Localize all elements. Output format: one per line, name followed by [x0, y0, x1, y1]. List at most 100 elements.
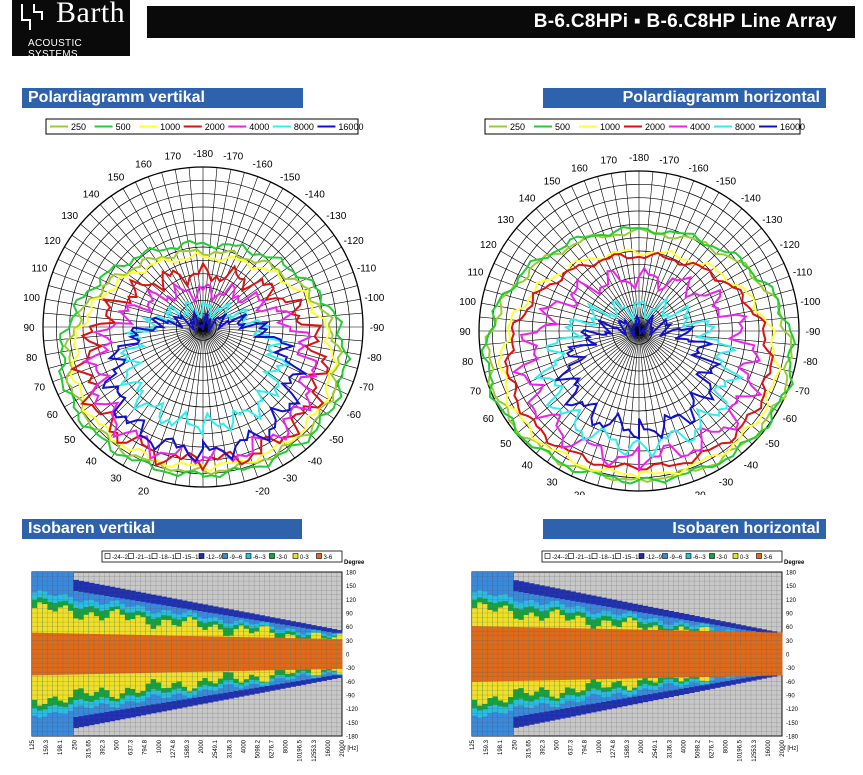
- isobar-horizontal-xtick-label: 500: [555, 739, 561, 750]
- polar-vertical-angle-label: -100: [364, 293, 384, 304]
- polar-vertical-angle-label: 170: [164, 152, 181, 163]
- polar-vertical-angle-label: -140: [305, 190, 325, 201]
- isobar-horizontal-xtick-label: 159.3: [484, 739, 490, 755]
- polar-horizontal-angle-label: -50: [765, 439, 780, 450]
- isobar-horizontal-ytick-label: -120: [786, 707, 799, 713]
- isobar-horizontal-legend-box: [541, 550, 783, 563]
- polar-horizontal-angle-label: -150: [716, 176, 736, 187]
- polar-horizontal-angle-label: -30: [719, 478, 734, 489]
- polar-vertical-angle-label: 80: [26, 353, 38, 364]
- isobar-vertical-legend-label: -15--12: [183, 555, 203, 561]
- polar-horizontal-spoke: [638, 263, 785, 332]
- isobar-horizontal-legend-swatch: [638, 553, 645, 559]
- isobar-vertical-xtick-label: 392.3: [100, 739, 106, 755]
- isobar-vertical-legend-swatch: [151, 553, 158, 559]
- isobar-horizontal-ytick-label: -180: [786, 735, 799, 741]
- polar-vertical-angle-label: -120: [344, 236, 364, 247]
- isobar-vertical-legend: -24--21 -21--18 -18--15 -15--12 -12--9 -9--6 -…: [101, 550, 343, 563]
- polar-horizontal-spoke: [638, 330, 794, 373]
- polar-vertical-spoke: [202, 172, 245, 328]
- isobar-horizontal-legend-swatch: [756, 553, 762, 559]
- polar-vertical-angle-label: 100: [23, 293, 40, 304]
- polar-vertical-spoke: [202, 326, 335, 420]
- polar-horizontal-angle-label: -140: [741, 194, 761, 205]
- isobar-vertical-xtick-label: 6276.7: [270, 739, 276, 758]
- polar-vertical-spoke: [202, 326, 307, 450]
- isobar-horizontal-xtick-label: 794.8: [583, 739, 589, 755]
- isobar-horizontal-ytick-label: -150: [786, 721, 799, 727]
- polar-horizontal-spoke: [638, 330, 695, 482]
- isobar-horizontal-grid: [471, 571, 783, 737]
- polar-vertical-spoke: [80, 223, 204, 328]
- isobar-horizontal-legend-label: -6--3: [693, 555, 706, 561]
- polar-vertical-spoke: [45, 298, 204, 328]
- polar-horizontal-legend-label: 500: [555, 122, 570, 132]
- isobar-vertical-xtick-label: 250: [72, 739, 78, 750]
- polar-horizontal-spoke: [638, 185, 707, 332]
- isobar-horizontal-xtick-label: 198.1: [498, 739, 504, 755]
- polar-horizontal-legend: 250 500 1000 2000 4000 8000 16000: [484, 118, 805, 135]
- isobar-horizontal-xtick-label: 637.3: [569, 739, 575, 755]
- isobar-horizontal-xtick-label: 1000: [597, 739, 603, 753]
- isobar-vertical-xtick-label: 159.3: [44, 739, 50, 755]
- section-polar-vertical: Polardiagramm vertikal: [22, 88, 303, 108]
- isobar-horizontal-chart: -24--21 -21--18 -18--15 -15--12 -12--9 -9--6 -…: [470, 550, 805, 762]
- polar-vertical-spoke: [202, 326, 358, 369]
- polar-horizontal-spoke: [638, 217, 753, 332]
- polar-horizontal-curve-2000: [503, 251, 774, 472]
- polar-horizontal-angle-label: 80: [462, 357, 474, 368]
- polar-vertical-curve-16000: [101, 308, 309, 463]
- polar-vertical-spoke: [202, 271, 354, 328]
- isobar-vertical-xtick-label: 12553.3: [312, 739, 318, 761]
- polar-vertical-spoke: [202, 326, 284, 466]
- isobar-horizontal-legend-swatch: [662, 553, 668, 559]
- polar-horizontal-spoke: [479, 316, 640, 332]
- polar-horizontal-spoke: [638, 330, 778, 412]
- polar-vertical-legend-box: [45, 118, 359, 135]
- isobar-horizontal-ytick-label: 30: [786, 639, 793, 645]
- polar-vertical-spoke: [202, 326, 326, 431]
- isobar-horizontal-legend-swatch: [544, 553, 551, 559]
- polar-vertical-legend-label: 4000: [249, 122, 269, 132]
- polar-horizontal-spoke: [638, 180, 695, 332]
- polar-horizontal-spoke: [525, 217, 640, 332]
- polar-vertical-spoke: [135, 181, 204, 328]
- polar-vertical-angle-label: 90: [23, 323, 35, 334]
- isobar-horizontal-xtick-label: 3136.3: [667, 739, 673, 758]
- isobar-vertical-legend-swatch: [104, 553, 111, 559]
- polar-horizontal-spoke: [500, 330, 640, 412]
- polar-horizontal-legend-label: 16000: [780, 122, 805, 132]
- isobar-vertical-xtick-label: 125: [30, 739, 36, 750]
- polar-vertical-legend-label: 250: [71, 122, 86, 132]
- polar-vertical-spoke: [188, 167, 204, 328]
- polar-vertical-legend-label: 8000: [294, 122, 314, 132]
- isobar-horizontal-legend-swatch: [615, 553, 621, 559]
- polar-vertical-spoke: [99, 326, 204, 450]
- polar-vertical-spoke: [71, 326, 204, 420]
- polar-horizontal-angle-label: 120: [480, 240, 497, 251]
- isobar-vertical-ytick-label: 90: [346, 612, 353, 618]
- isobar-horizontal-legend-label: -15--12: [623, 555, 643, 561]
- isobar-vertical-chart: -24--21 -21--18 -18--15 -15--12 -12--9 -9--6 -…: [30, 550, 365, 762]
- polar-horizontal-angle-label: 40: [522, 460, 534, 471]
- isobar-vertical-xtick-label: 2000: [199, 739, 205, 753]
- polar-horizontal-angle-label: -20: [691, 491, 706, 495]
- polar-horizontal-spoke: [638, 330, 753, 445]
- isobar-vertical-xtick-label: 5098.2: [255, 739, 261, 758]
- isobar-vertical-ytick-label: 60: [346, 625, 353, 631]
- polar-horizontal-spoke: [583, 330, 640, 482]
- polar-vertical-spoke: [202, 223, 326, 328]
- isobar-horizontal-xtick-label: 5098.2: [695, 739, 701, 758]
- isobar-vertical-ytick-label: -180: [346, 735, 359, 741]
- polar-horizontal-chart: 250 500 1000 2000 4000 8000 16000-180 -170-160-…: [459, 118, 821, 495]
- isobar-vertical-legend-swatch: [245, 553, 252, 559]
- polar-vertical-spoke: [202, 326, 271, 473]
- polar-vertical-curve-1000: [69, 251, 339, 472]
- isobar-vertical-legend-swatch: [198, 553, 205, 559]
- isobar-vertical-xtick-label: 16000: [326, 739, 332, 756]
- isobar-vertical-xtick-label: 2549.1: [213, 739, 219, 758]
- polar-vertical-angle-label: -40: [308, 456, 323, 467]
- polar-horizontal-angle-label: 170: [600, 156, 617, 167]
- polar-vertical-spoke: [57, 259, 204, 328]
- polar-horizontal-legend-label: 250: [510, 122, 525, 132]
